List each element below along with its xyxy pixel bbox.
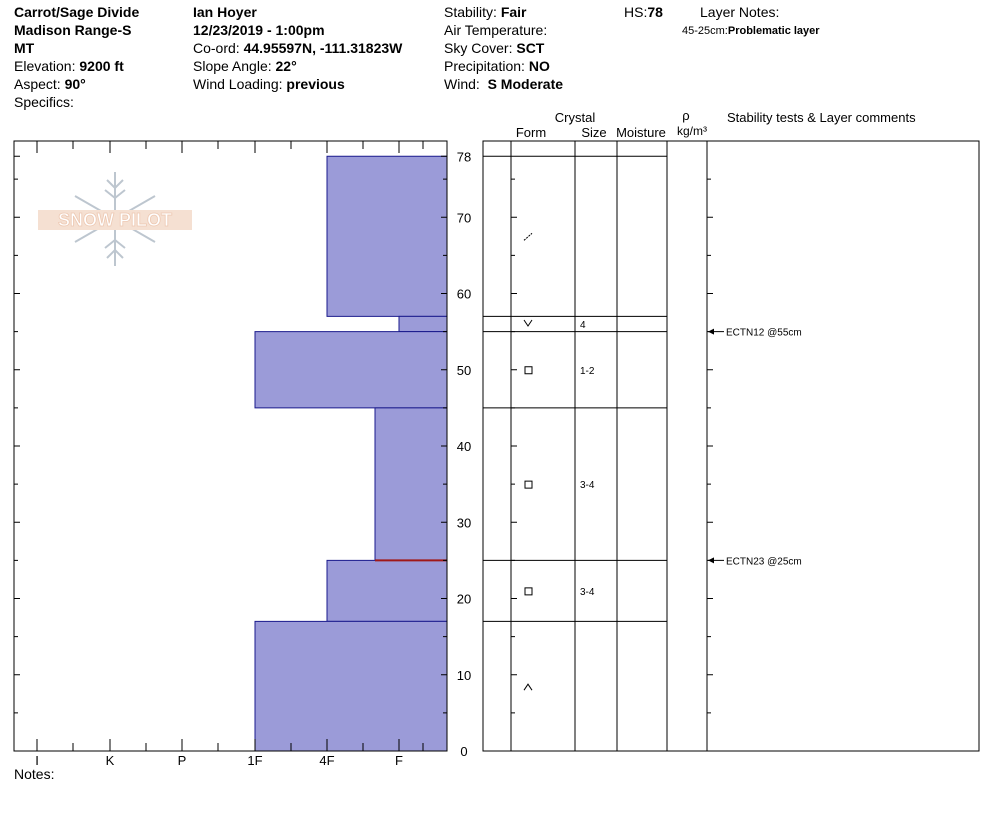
state-name: MT xyxy=(14,40,35,56)
hs-label: HS: xyxy=(624,4,648,20)
air-temp-label: Air Temperature: xyxy=(444,22,548,38)
depth-label-30: 30 xyxy=(457,515,471,530)
snowpilot-logo: SNOW PILOT xyxy=(38,172,192,266)
test-arrow-head-0 xyxy=(708,328,714,335)
site-info: Carrot/Sage Divide Madison Range-S MT El… xyxy=(14,3,139,111)
rho-header: ρ xyxy=(682,108,689,123)
specifics-label: Specifics: xyxy=(14,94,74,110)
layer-table-frame xyxy=(482,140,980,752)
wind-value: S Moderate xyxy=(487,76,564,92)
aspect-row: Aspect: 90° xyxy=(14,76,86,92)
depth-axis: 0 10 20 30 40 50 60 70 78 xyxy=(14,149,471,759)
layer-table-ticks xyxy=(511,178,713,714)
test-label-1: ECTN23 @25cm xyxy=(726,556,802,567)
hardness-label-4F: 4F xyxy=(319,753,334,768)
depth-label-20: 20 xyxy=(457,592,471,607)
precip-row: Precipitation: NO xyxy=(444,58,550,74)
hardness-bar-4 xyxy=(326,559,448,622)
form-symbol-decomposing xyxy=(523,232,533,241)
sky-value: SCT xyxy=(516,40,545,56)
layer-size-2: 1-2 xyxy=(580,366,595,377)
stability-row: Stability: Fair xyxy=(444,4,527,20)
hardness-bar-1 xyxy=(398,315,448,333)
comments-header: Stability tests & Layer comments xyxy=(727,110,916,125)
observer-name: Ian Hoyer xyxy=(193,4,257,20)
elevation-row: Elevation: 9200 ft xyxy=(14,58,124,74)
layer-notes-label: Layer Notes: xyxy=(700,4,780,20)
observation-info: Ian Hoyer 12/23/2019 - 1:00pm Co-ord: 44… xyxy=(193,3,402,93)
crystal-header: Crystal xyxy=(555,110,596,125)
form-symbol-faceted xyxy=(524,366,533,375)
size-header: Size xyxy=(581,125,606,140)
coord-row: Co-ord: 44.95597N, -111.31823W xyxy=(193,40,403,56)
layer-rows: 4 1-2 3-4 3-4 xyxy=(483,155,667,691)
hardness-label-I: I xyxy=(35,753,39,768)
form-header: Form xyxy=(516,125,546,140)
hardness-bar-5 xyxy=(254,620,448,752)
logo-text: SNOW PILOT xyxy=(58,210,172,230)
hardness-bar-0 xyxy=(326,155,448,317)
depth-label-78: 78 xyxy=(457,149,471,164)
hardness-profile xyxy=(254,155,448,752)
hardness-label-K: K xyxy=(106,753,115,768)
depth-label-0: 0 xyxy=(460,744,467,759)
layer-notes-range: 45-25cm: xyxy=(682,25,728,37)
location-name: Carrot/Sage Divide xyxy=(14,4,140,20)
stability-tests: ECTN12 @55cm ECTN23 @25cm xyxy=(708,328,802,567)
form-symbol-surface-hoar xyxy=(523,319,533,327)
density-unit-header: kg/m³ xyxy=(677,124,707,138)
elevation-value: 9200 ft xyxy=(79,58,124,74)
precip-value: NO xyxy=(528,58,550,74)
notes-label: Notes: xyxy=(14,766,55,782)
test-arrow-head-1 xyxy=(708,557,714,564)
form-symbol-faceted xyxy=(524,587,533,596)
wind-row: Wind: S Moderate xyxy=(444,76,564,92)
hardness-label-P: P xyxy=(178,753,187,768)
conditions-info: Stability: Fair Air Temperature: Sky Cov… xyxy=(444,3,563,93)
depth-label-60: 60 xyxy=(457,287,471,302)
layer-notes-text: Problematic layer xyxy=(727,25,820,37)
layer-size-3: 3-4 xyxy=(580,480,595,491)
slope-value: 22° xyxy=(275,58,297,74)
moisture-header: Moisture xyxy=(616,125,666,140)
hardness-axis: I K P 1F 4F F xyxy=(35,141,424,768)
wind-loading-row: Wind Loading: previous xyxy=(193,76,345,92)
range-name: Madison Range-S xyxy=(14,22,132,38)
test-label-0: ECTN12 @55cm xyxy=(726,328,802,339)
hardness-label-F: F xyxy=(395,753,403,768)
wind-loading-value: previous xyxy=(286,76,345,92)
coord-value: 44.95597N, -111.31823W xyxy=(243,40,403,56)
layer-size-4: 3-4 xyxy=(580,587,595,598)
hardness-bar-2 xyxy=(254,331,448,409)
depth-label-40: 40 xyxy=(457,439,471,454)
depth-label-50: 50 xyxy=(457,363,471,378)
form-symbol-faceted xyxy=(524,480,533,489)
hardness-label-1F: 1F xyxy=(247,753,262,768)
observation-datetime: 12/23/2019 - 1:00pm xyxy=(193,22,325,38)
hs-value: 78 xyxy=(647,4,663,20)
aspect-value: 90° xyxy=(64,76,86,92)
depth-label-70: 70 xyxy=(457,210,471,225)
sky-row: Sky Cover: SCT xyxy=(444,40,545,56)
layer-size-1: 4 xyxy=(580,320,586,331)
slope-row: Slope Angle: 22° xyxy=(193,58,297,74)
depth-label-10: 10 xyxy=(457,668,471,683)
stability-value: Fair xyxy=(500,4,527,20)
layer-notes-entry: 45-25cm:Problematic layer xyxy=(682,22,820,40)
hs-row: HS:78 xyxy=(624,3,663,21)
hardness-bar-3 xyxy=(374,407,448,561)
form-symbol-depth-hoar xyxy=(523,683,533,691)
